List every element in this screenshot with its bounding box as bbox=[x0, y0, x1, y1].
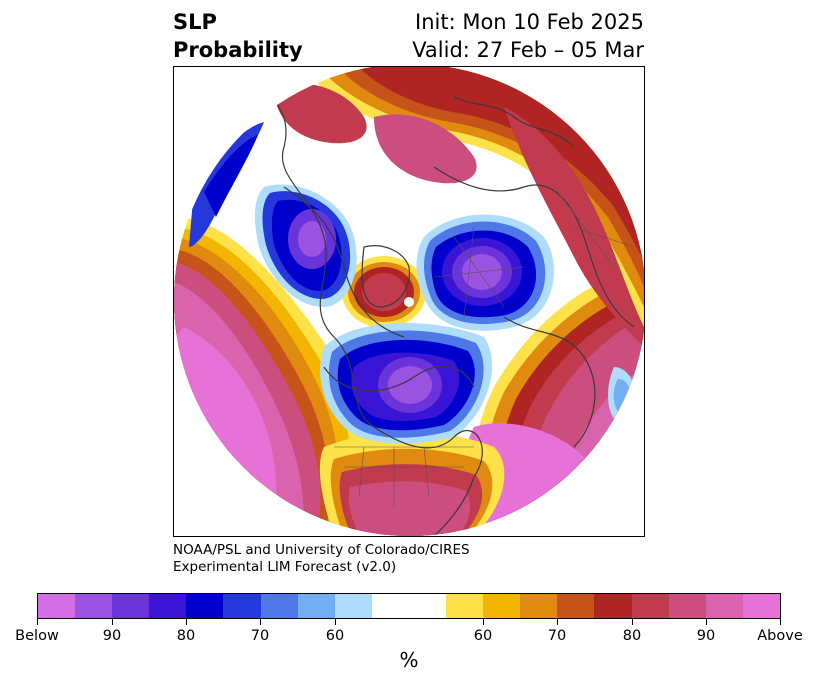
colorbar-tick-label: 80 bbox=[176, 628, 196, 644]
colorbar-tick bbox=[186, 619, 187, 625]
colorbar-segment bbox=[186, 594, 224, 618]
colorbar-segment bbox=[742, 594, 780, 618]
colorbar-tick bbox=[780, 619, 781, 625]
country-borders bbox=[334, 186, 635, 507]
colorbar-tick-label: 90 bbox=[696, 628, 716, 644]
colorbar-segment bbox=[112, 594, 150, 618]
init-date: Init: Mon 10 Feb 2025 bbox=[415, 10, 644, 34]
colorbar-tick bbox=[112, 619, 113, 625]
title-variable: SLP bbox=[173, 10, 217, 34]
title-block: SLP Probability bbox=[173, 8, 303, 64]
title-measure: Probability bbox=[173, 38, 303, 62]
colorbar-tick-label: Above bbox=[757, 628, 803, 644]
probability-map bbox=[174, 67, 644, 536]
colorbar-tick bbox=[706, 619, 707, 625]
southern-us-high bbox=[319, 432, 505, 536]
colorbar-tick bbox=[260, 619, 261, 625]
map-panel bbox=[173, 66, 645, 537]
colorbar-tick-label: 90 bbox=[102, 628, 122, 644]
credit-text: NOAA/PSL and University of Colorado/CIRE… bbox=[173, 542, 470, 576]
colorbar-tick-label: Below bbox=[15, 628, 59, 644]
colorbar bbox=[37, 593, 781, 619]
colorbar-segment bbox=[149, 594, 187, 618]
colorbar-tick bbox=[632, 619, 633, 625]
colorbar-segment bbox=[75, 594, 113, 618]
colorbar-segment bbox=[371, 594, 447, 618]
colorbar-tick bbox=[37, 619, 38, 625]
colorbar-segment bbox=[223, 594, 261, 618]
colorbar-tick bbox=[483, 619, 484, 625]
colorbar-segment bbox=[260, 594, 298, 618]
colorbar-segment bbox=[334, 594, 372, 618]
colorbar-segment bbox=[38, 594, 76, 618]
colorbar-segment bbox=[297, 594, 335, 618]
colorbar-segment bbox=[594, 594, 632, 618]
colorbar-tick bbox=[335, 619, 336, 625]
colorbar-tick-label: 60 bbox=[473, 628, 493, 644]
colorbar-segment bbox=[446, 594, 484, 618]
date-block: Init: Mon 10 Feb 2025 Valid: 27 Feb – 05… bbox=[412, 8, 644, 64]
coastlines bbox=[233, 76, 635, 536]
siberia-low bbox=[416, 214, 554, 331]
colorbar-segment bbox=[705, 594, 743, 618]
north-america-low bbox=[320, 323, 493, 444]
colorbar-tick bbox=[557, 619, 558, 625]
colorbar-segment bbox=[557, 594, 595, 618]
colorbar-tick-label: 70 bbox=[250, 628, 270, 644]
colorbar-unit: % bbox=[399, 648, 419, 672]
colorbar-segment bbox=[520, 594, 558, 618]
colorbar-tick-label: 80 bbox=[622, 628, 642, 644]
colorbar-segment bbox=[668, 594, 706, 618]
colorbar-segment bbox=[631, 594, 669, 618]
colorbar-tick-label: 70 bbox=[547, 628, 567, 644]
credit-line2: Experimental LIM Forecast (v2.0) bbox=[173, 559, 397, 575]
alaska-low bbox=[189, 122, 357, 307]
colorbar-segment bbox=[483, 594, 521, 618]
colorbar-tick-label: 60 bbox=[325, 628, 345, 644]
credit-line1: NOAA/PSL and University of Colorado/CIRE… bbox=[173, 542, 470, 558]
arctic-high-anomaly bbox=[342, 256, 426, 328]
valid-dates: Valid: 27 Feb – 05 Mar bbox=[412, 38, 644, 62]
